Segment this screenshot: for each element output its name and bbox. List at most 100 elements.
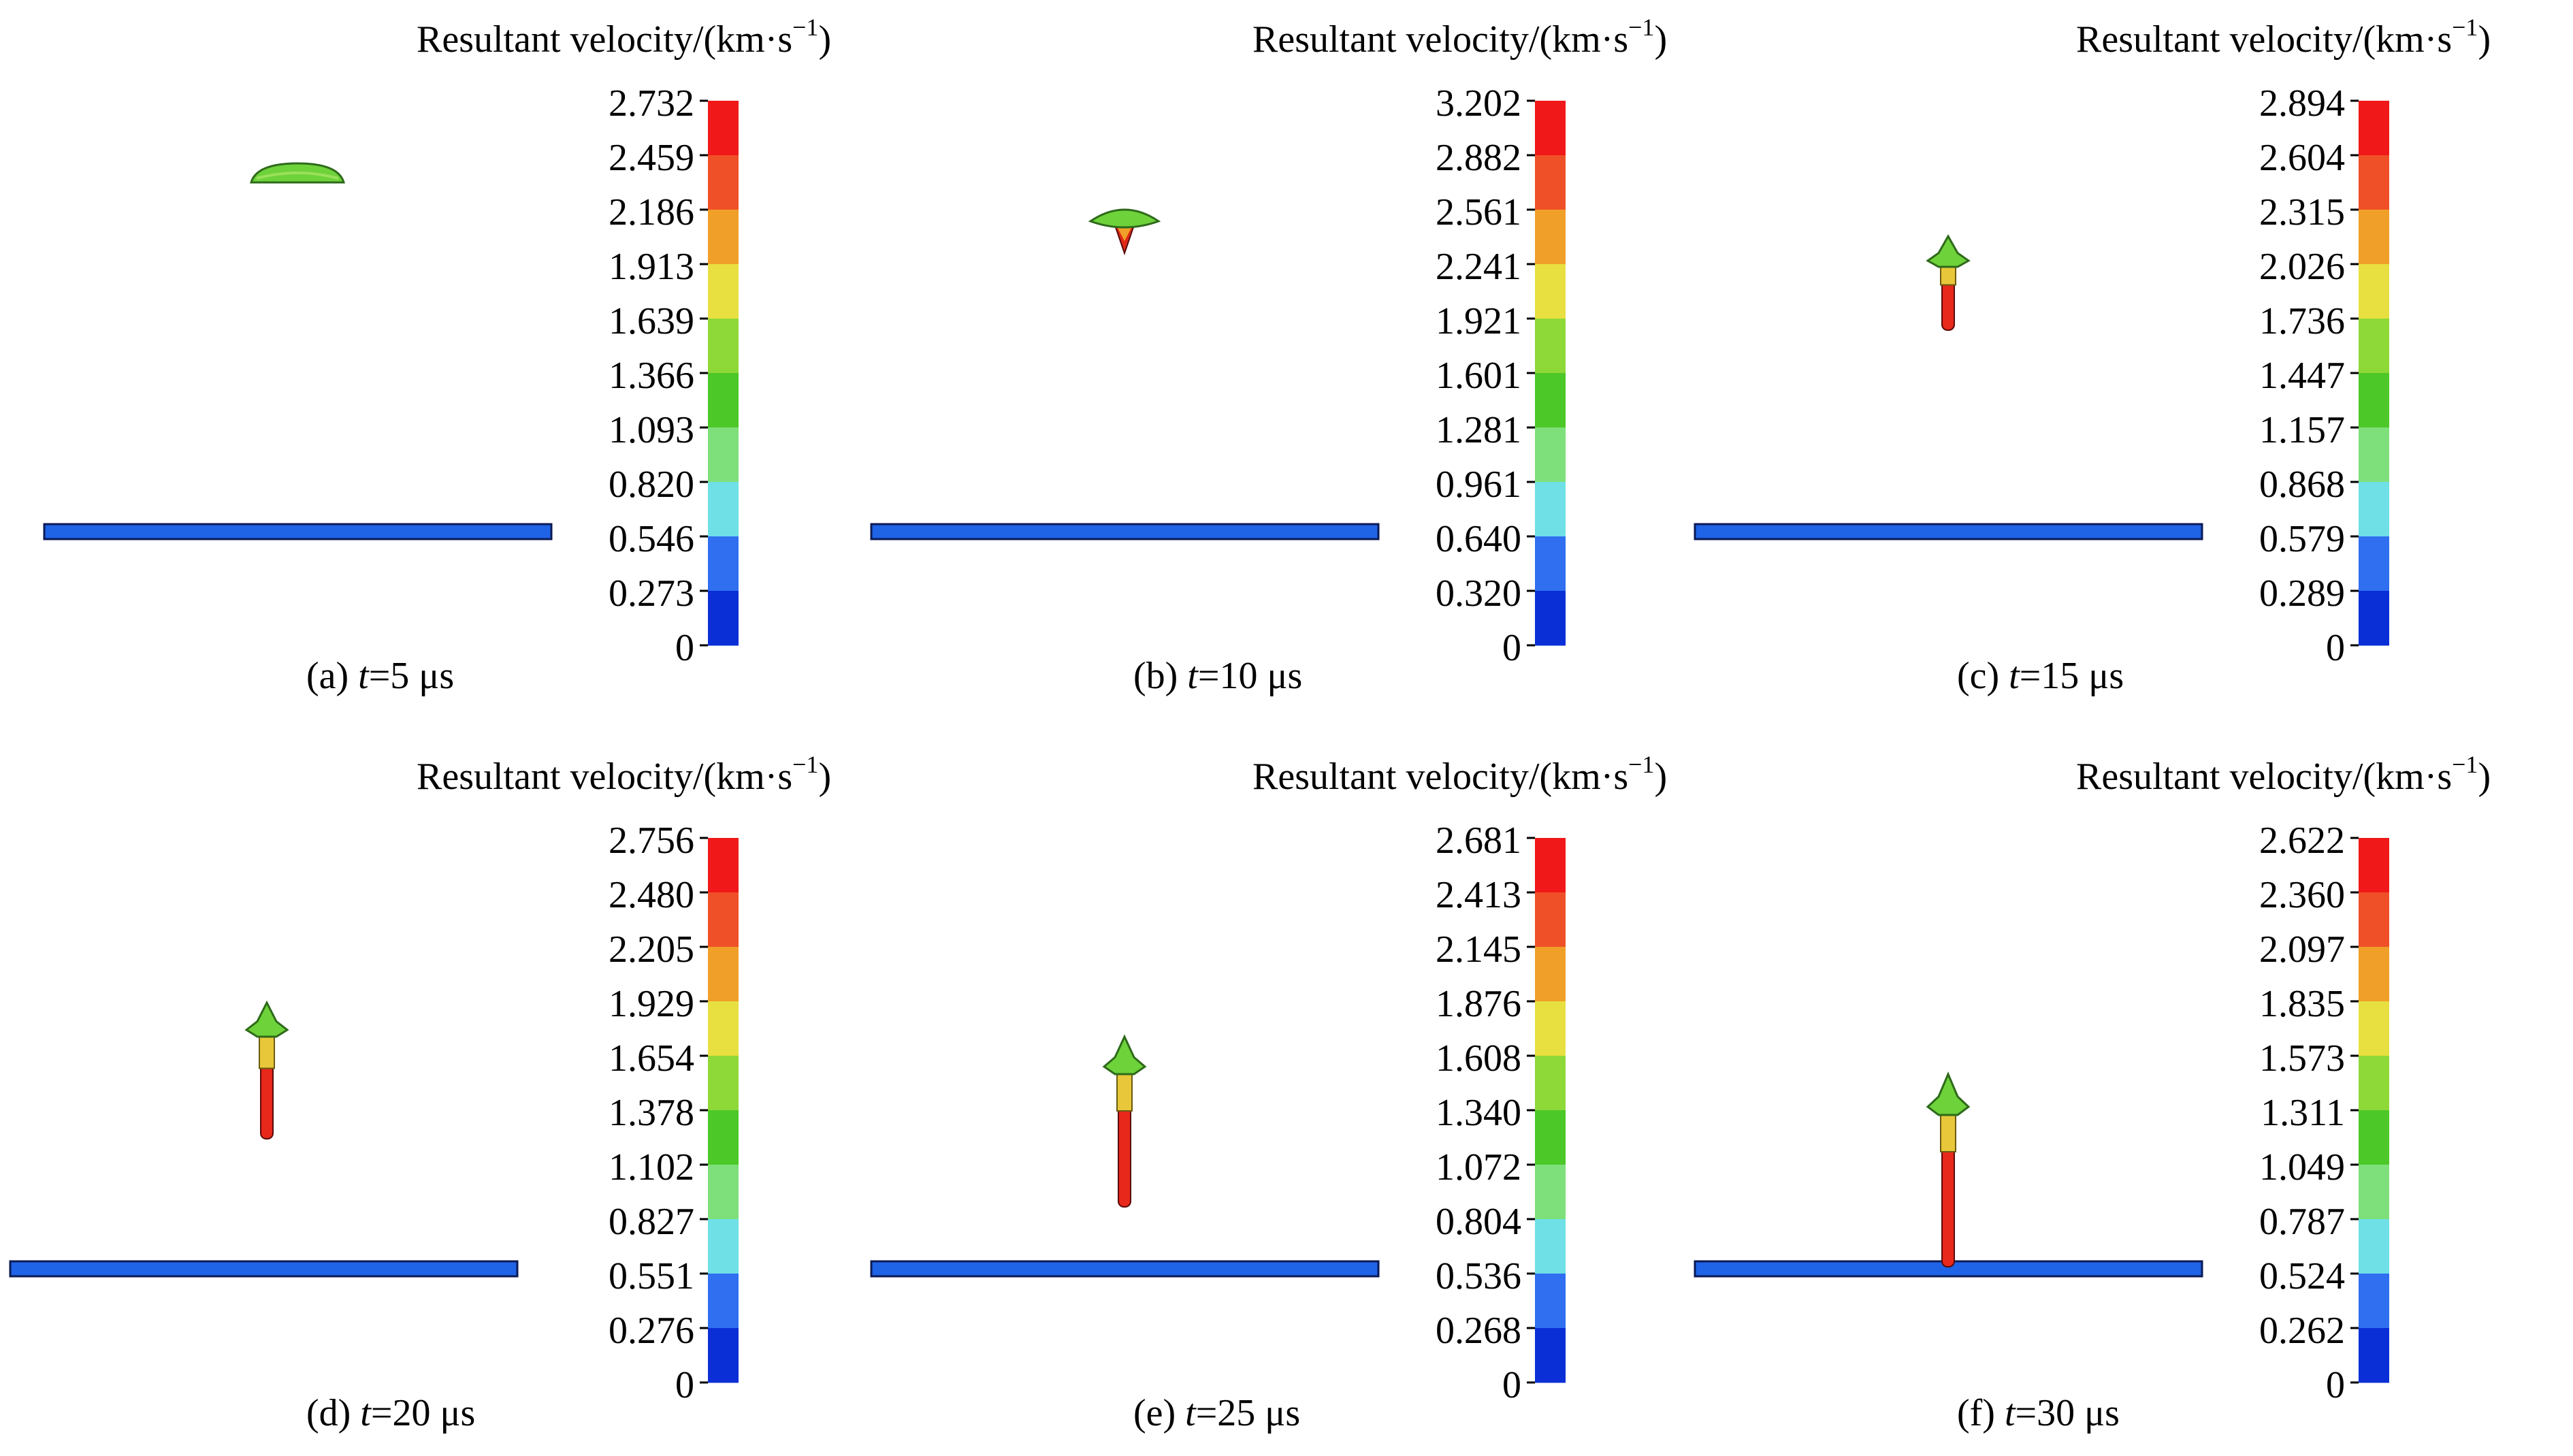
colorbar-title: Resultant velocity/(km·s−1)	[417, 14, 832, 61]
target-plate	[870, 1260, 1380, 1278]
colorbar-tick-label: 0	[675, 1364, 694, 1406]
colorbar-segment	[1535, 1274, 1566, 1329]
colorbar-tick-label: 1.573	[2259, 1037, 2345, 1080]
colorbar-segment	[708, 1001, 739, 1056]
colorbar-segment	[2359, 373, 2389, 428]
colorbar-segment	[2359, 155, 2389, 210]
colorbar-segment	[2359, 892, 2389, 948]
colorbar-title: Resultant velocity/(km·s−1)	[1252, 14, 1668, 61]
jet-shape	[244, 1000, 289, 1139]
colorbar-tick-label: 0.276	[609, 1310, 694, 1352]
colorbar-tick-label: 0.289	[2259, 572, 2345, 615]
colorbar-segment	[2359, 1110, 2389, 1165]
colorbar-segment	[1535, 838, 1566, 893]
colorbar-tick-label: 2.882	[1436, 137, 1521, 179]
colorbar-tick-label: 2.480	[609, 874, 694, 916]
colorbar-segment	[2359, 210, 2389, 265]
colorbar-tick-label: 1.654	[609, 1037, 694, 1080]
colorbar-segment	[1535, 1110, 1566, 1165]
colorbar-tick-label: 2.622	[2259, 820, 2345, 862]
colorbar-segment	[708, 482, 739, 537]
colorbar-tick-label: 2.413	[1436, 874, 1521, 916]
colorbar-segment	[2359, 482, 2389, 537]
colorbar-segment	[2359, 1001, 2389, 1056]
colorbar-tick-label: 1.876	[1436, 983, 1521, 1025]
colorbar-tick-label: 1.601	[1436, 355, 1521, 397]
colorbar-tick-label: 0.262	[2259, 1310, 2345, 1352]
colorbar-tick-label: 0.524	[2259, 1255, 2345, 1297]
colorbar-segment	[2359, 1219, 2389, 1274]
colorbar-tick-label: 1.049	[2259, 1146, 2345, 1188]
panel-caption: (e) t=25 μs	[1133, 1392, 1301, 1434]
colorbar-segment	[708, 947, 739, 1002]
colorbar-tick-label: 2.756	[609, 820, 694, 862]
colorbar-segment	[1535, 947, 1566, 1002]
colorbar-tick-label: 2.026	[2259, 246, 2345, 288]
colorbar-tick-label: 1.311	[2261, 1092, 2345, 1134]
colorbar-segment	[2359, 101, 2389, 156]
colorbar-tick-label: 2.604	[2259, 137, 2345, 179]
colorbar-tick-label: 2.459	[609, 137, 694, 179]
target-plate	[1694, 523, 2203, 540]
colorbar-tick-label: 0.273	[609, 572, 694, 615]
colorbar-tick-label: 0.820	[609, 464, 694, 506]
colorbar-tick-label: 0	[1502, 1364, 1521, 1406]
colorbar-segment	[708, 892, 739, 948]
colorbar-tick-label: 2.097	[2259, 928, 2345, 971]
colorbar-tick-label: 1.366	[609, 355, 694, 397]
colorbar-tick-label: 2.732	[609, 82, 694, 125]
colorbar-tick-label: 0.787	[2259, 1201, 2345, 1243]
colorbar-tick-label: 0.551	[609, 1255, 694, 1297]
colorbar-tick-label: 2.145	[1436, 928, 1521, 971]
colorbar-segment	[708, 1219, 739, 1274]
colorbar-segment	[708, 591, 739, 646]
colorbar-segment	[708, 1110, 739, 1165]
colorbar-tick-label: 0.804	[1436, 1201, 1521, 1243]
colorbar-segment	[708, 1056, 739, 1111]
panel-caption: (a) t=5 μs	[306, 655, 455, 697]
colorbar-tick-label: 1.736	[2259, 300, 2345, 342]
colorbar-segment	[2359, 1056, 2389, 1111]
colorbar-tick-label: 1.378	[609, 1092, 694, 1134]
colorbar-segment	[2359, 947, 2389, 1002]
colorbar-segment	[1535, 1328, 1566, 1383]
colorbar-segment	[708, 1274, 739, 1329]
colorbar-tick-label: 1.340	[1436, 1092, 1521, 1134]
colorbar-tick-label: 0	[2326, 1364, 2345, 1406]
colorbar-tick-label: 1.093	[609, 409, 694, 451]
colorbar-tick-label: 0.320	[1436, 572, 1521, 615]
panel-a: 2.732 2.459 2.186 1.913 1.639 1.366 1.093 0.820…	[0, 0, 858, 719]
colorbar-segment	[708, 155, 739, 210]
colorbar-tick-label: 0.868	[2259, 464, 2345, 506]
colorbar-tick-label: 1.447	[2259, 355, 2345, 397]
colorbar-segment	[708, 1328, 739, 1383]
colorbar-segment	[2359, 591, 2389, 646]
colorbar-segment	[708, 210, 739, 265]
panel-graphic	[9, 837, 739, 1384]
colorbar-tick-label: 0	[2326, 627, 2345, 669]
colorbar-segment	[708, 373, 739, 428]
panel-graphic	[870, 837, 1566, 1384]
colorbar-segment	[1535, 1001, 1566, 1056]
colorbar-segment	[2359, 427, 2389, 483]
colorbar-tick-label: 2.561	[1436, 191, 1521, 233]
colorbar-segment	[708, 1165, 739, 1220]
panel-graphic	[43, 99, 739, 647]
colorbar-segment	[1535, 427, 1566, 483]
colorbar-title: Resultant velocity/(km·s−1)	[417, 751, 832, 798]
jet-shape	[1102, 1034, 1147, 1208]
panel-caption: (d) t=20 μs	[306, 1392, 476, 1434]
colorbar-tick-label: 1.072	[1436, 1146, 1521, 1188]
colorbar-segment	[708, 838, 739, 893]
colorbar-tick-label: 2.894	[2259, 82, 2345, 125]
jet-shape	[1926, 1071, 1971, 1267]
colorbar-segment	[708, 264, 739, 319]
colorbar-segment	[1535, 101, 1566, 156]
colorbar-segment	[1535, 155, 1566, 210]
colorbar-segment	[1535, 536, 1566, 592]
colorbar-tick-label: 1.157	[2259, 409, 2345, 451]
colorbar	[708, 101, 739, 646]
colorbar-segment	[1535, 1219, 1566, 1274]
jet-shape	[250, 162, 345, 184]
panel-c: 2.894 2.604 2.315 2.026 1.736 1.447 1.157 0.868…	[1651, 0, 2508, 719]
